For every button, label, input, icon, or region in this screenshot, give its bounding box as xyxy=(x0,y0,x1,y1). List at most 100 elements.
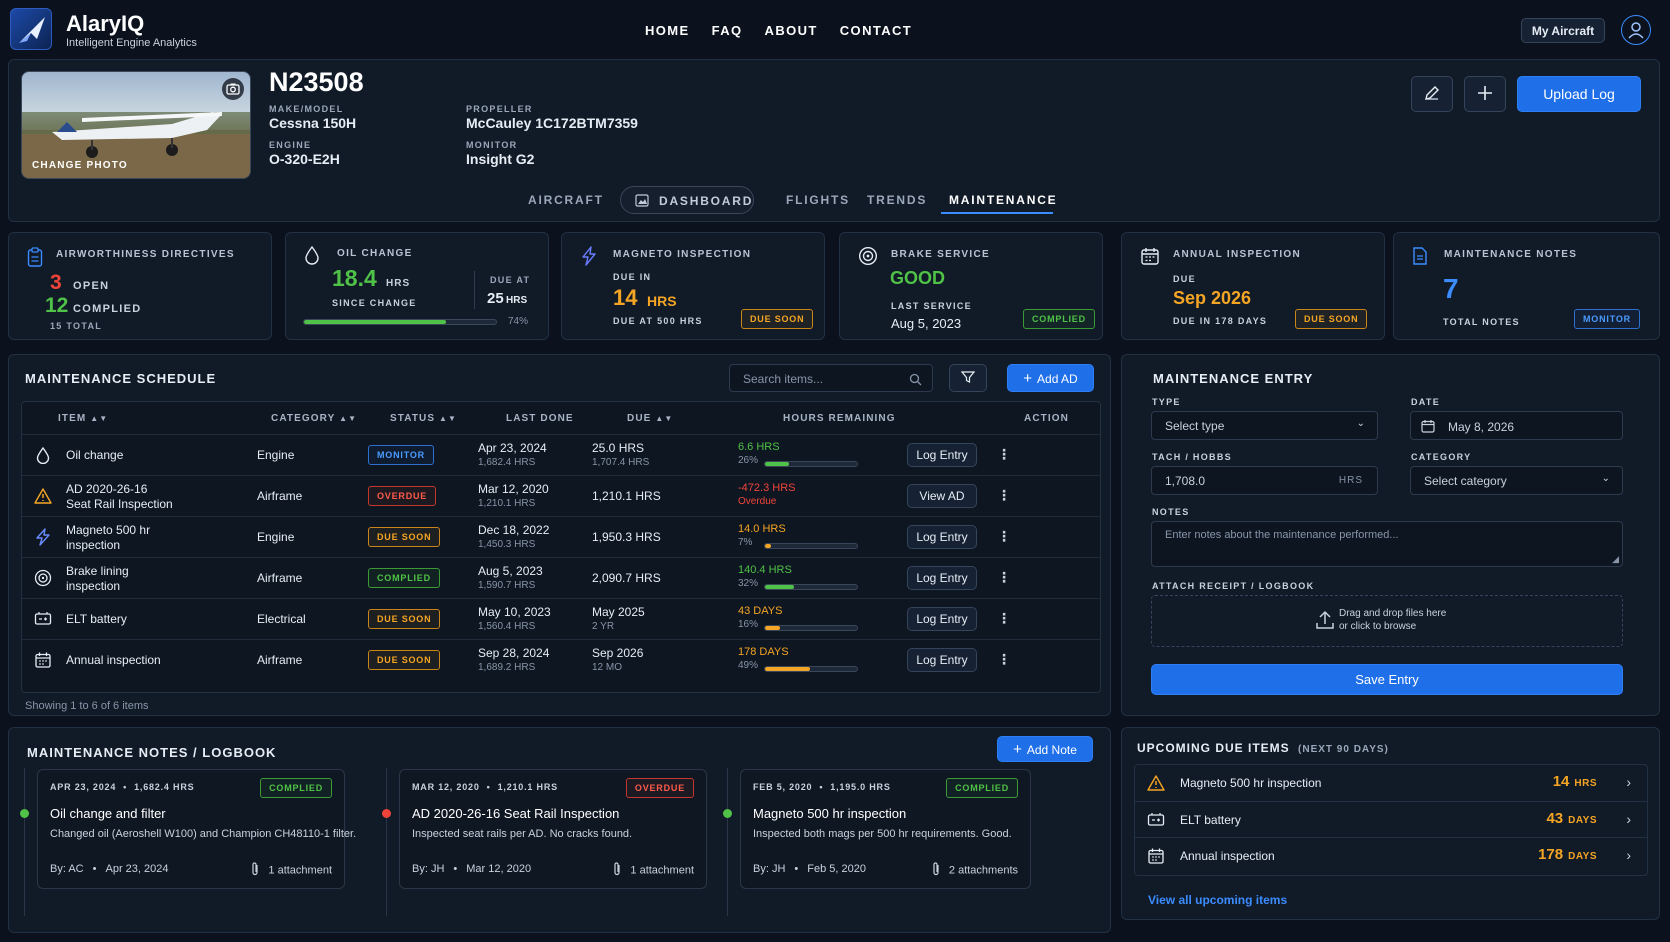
col-status[interactable]: STATUS ▲▼ xyxy=(390,413,458,424)
row-action-button[interactable]: View AD xyxy=(907,484,977,508)
bullet-separator: • xyxy=(453,863,458,875)
search-input[interactable]: Search items... xyxy=(729,364,933,392)
row-last-hrs: 1,590.7 HRS xyxy=(478,580,536,591)
ad-total: 15 TOTAL xyxy=(50,321,103,331)
more-vertical-icon[interactable]: ⋮ xyxy=(997,528,1011,544)
camera-icon xyxy=(226,83,240,95)
ad-complied-count: 12 xyxy=(45,294,69,317)
note-attachment-count: 1 attachment xyxy=(630,864,694,877)
upcoming-list: Magneto 500 hr inspection 14 HRS › ELT batte… xyxy=(1134,764,1648,876)
user-avatar[interactable] xyxy=(1621,15,1651,45)
row-progress-fill xyxy=(765,462,789,466)
resize-handle-icon[interactable]: ◢ xyxy=(1612,554,1619,564)
col-item[interactable]: ITEM ▲▼ xyxy=(58,413,109,424)
card-oil-change[interactable]: OIL CHANGE 18.4 HRS SINCE CHANGE DUE AT … xyxy=(285,232,549,340)
tab-dashboard[interactable]: DASHBOARD xyxy=(620,186,754,214)
more-vertical-icon[interactable]: ⋮ xyxy=(997,651,1011,667)
camera-button[interactable] xyxy=(222,78,244,100)
more-vertical-icon[interactable]: ⋮ xyxy=(997,610,1011,626)
brake-last-label: LAST SERVICE xyxy=(891,301,972,311)
row-remaining-sub: 26% xyxy=(738,455,759,466)
aircraft-photo[interactable]: CHANGE PHOTO xyxy=(21,71,251,179)
card-brake-service[interactable]: BRAKE SERVICE GOOD LAST SERVICE Aug 5, 2… xyxy=(839,232,1103,340)
airplane-image xyxy=(22,112,250,178)
category-select[interactable]: Select category ⌄ xyxy=(1410,466,1623,495)
save-entry-button[interactable]: Save Entry xyxy=(1151,664,1623,695)
card-annual-inspection[interactable]: ANNUAL INSPECTION DUE Sep 2026 DUE IN 17… xyxy=(1121,232,1385,340)
oil-progress-fill xyxy=(304,320,447,324)
add-ad-button[interactable]: + Add AD xyxy=(1007,364,1094,392)
monitor-label: MONITOR xyxy=(466,140,518,150)
upcoming-item[interactable]: Magneto 500 hr inspection 14 HRS › xyxy=(1135,765,1647,801)
upcoming-value-unit: HRS xyxy=(1574,778,1597,789)
nav-about[interactable]: ABOUT xyxy=(764,23,818,38)
app-logo[interactable] xyxy=(10,8,52,50)
chevron-down-icon: ⌄ xyxy=(1356,418,1365,429)
note-card[interactable]: MAR 12, 2020 • 1,210.1 HRS OVERDUE AD 2020-2… xyxy=(399,769,707,889)
add-button[interactable] xyxy=(1464,76,1506,112)
bullet-separator: • xyxy=(123,782,128,792)
sort-icon: ▲▼ xyxy=(90,414,109,423)
tab-flights[interactable]: FLIGHTS xyxy=(786,193,850,207)
row-action-button[interactable]: Log Entry xyxy=(907,607,977,631)
file-dropzone[interactable]: Drag and drop files here or click to bro… xyxy=(1151,595,1623,647)
upcoming-subtitle: (NEXT 90 DAYS) xyxy=(1298,744,1389,755)
more-vertical-icon[interactable]: ⋮ xyxy=(997,446,1011,462)
card-maintenance-notes[interactable]: MAINTENANCE NOTES 7 TOTAL NOTES MONITOR xyxy=(1393,232,1660,340)
row-action-button[interactable]: Log Entry xyxy=(907,525,977,549)
ad-title: AIRWORTHINESS DIRECTIVES xyxy=(56,249,235,260)
brake-status: GOOD xyxy=(890,268,946,288)
row-category: Engine xyxy=(257,530,295,544)
nav-home[interactable]: HOME xyxy=(645,23,690,38)
add-note-button[interactable]: + Add Note xyxy=(997,736,1093,762)
note-attachments[interactable]: 1 attachment xyxy=(250,861,332,880)
row-last-done: May 10, 2023 1,560.4 HRS xyxy=(478,605,551,632)
more-vertical-icon[interactable]: ⋮ xyxy=(997,569,1011,585)
note-header: MAR 12, 2020 • 1,210.1 HRS xyxy=(412,782,558,792)
date-field[interactable]: May 8, 2026 xyxy=(1410,411,1623,440)
tach-input[interactable]: 1,708.0 HRS xyxy=(1151,466,1378,495)
row-action-button[interactable]: Log Entry xyxy=(907,648,977,672)
tab-aircraft[interactable]: AIRCRAFT xyxy=(528,193,604,207)
row-last-date: Dec 18, 2022 xyxy=(478,523,550,537)
view-all-upcoming-link[interactable]: View all upcoming items xyxy=(1148,893,1288,907)
maintenance-entry-panel: MAINTENANCE ENTRY TYPE Select type ⌄ DAT… xyxy=(1121,354,1660,716)
edit-button[interactable] xyxy=(1411,76,1453,112)
note-card[interactable]: FEB 5, 2020 • 1,195.0 HRS COMPLIED Magneto 5… xyxy=(740,769,1031,889)
row-action-button[interactable]: Log Entry xyxy=(907,566,977,590)
note-attachments[interactable]: 1 attachment xyxy=(612,861,694,880)
tab-trends[interactable]: TRENDS xyxy=(867,193,928,207)
upcoming-item[interactable]: Annual inspection 178 DAYS › xyxy=(1135,837,1647,873)
col-category[interactable]: CATEGORY ▲▼ xyxy=(271,413,358,424)
notes-textarea[interactable]: Enter notes about the maintenance perfor… xyxy=(1151,521,1623,567)
row-status-badge: DUE SOON xyxy=(368,650,441,670)
more-vertical-icon[interactable]: ⋮ xyxy=(997,487,1011,503)
tab-maintenance[interactable]: MAINTENANCE xyxy=(949,193,1058,207)
note-card[interactable]: APR 23, 2024 • 1,682.4 HRS COMPLIED Oil chan… xyxy=(37,769,356,889)
upload-log-button[interactable]: Upload Log xyxy=(1517,76,1641,112)
annual-due-in: DUE IN 178 DAYS xyxy=(1173,316,1268,326)
card-airworthiness[interactable]: AIRWORTHINESS DIRECTIVES 3 OPEN 12 COMPL… xyxy=(8,232,272,340)
nav-faq[interactable]: FAQ xyxy=(711,23,743,38)
note-attachments[interactable]: 2 attachments xyxy=(931,861,1018,880)
col-due[interactable]: DUE ▲▼ xyxy=(627,413,674,424)
filter-button[interactable] xyxy=(949,364,987,392)
row-progress-bar xyxy=(764,461,858,467)
nav-contact[interactable]: CONTACT xyxy=(839,23,913,38)
row-remaining-value: 140.4 HRS xyxy=(738,564,792,576)
type-select[interactable]: Select type ⌄ xyxy=(1151,411,1378,440)
calendar-icon xyxy=(34,651,52,674)
row-hours-remaining: 14.0 HRS 7% xyxy=(738,523,786,548)
maintenance-schedule-panel: MAINTENANCE SCHEDULE Search items... + Ad… xyxy=(8,354,1111,716)
engine-label: ENGINE xyxy=(269,140,312,150)
row-due-value: 1,950.3 HRS xyxy=(592,530,661,544)
magneto-due-at: DUE AT 500 HRS xyxy=(613,316,703,326)
timeline-line xyxy=(386,768,387,916)
my-aircraft-button[interactable]: My Aircraft xyxy=(1521,18,1605,43)
row-last-date: Apr 23, 2024 xyxy=(478,441,547,455)
upcoming-item[interactable]: ELT battery 43 DAYS › xyxy=(1135,801,1647,837)
change-photo-label[interactable]: CHANGE PHOTO xyxy=(32,160,128,171)
row-action-button[interactable]: Log Entry xyxy=(907,443,977,467)
note-hours: 1,195.0 HRS xyxy=(830,782,891,792)
card-magneto[interactable]: MAGNETO INSPECTION DUE IN 14 HRS DUE AT … xyxy=(561,232,825,340)
